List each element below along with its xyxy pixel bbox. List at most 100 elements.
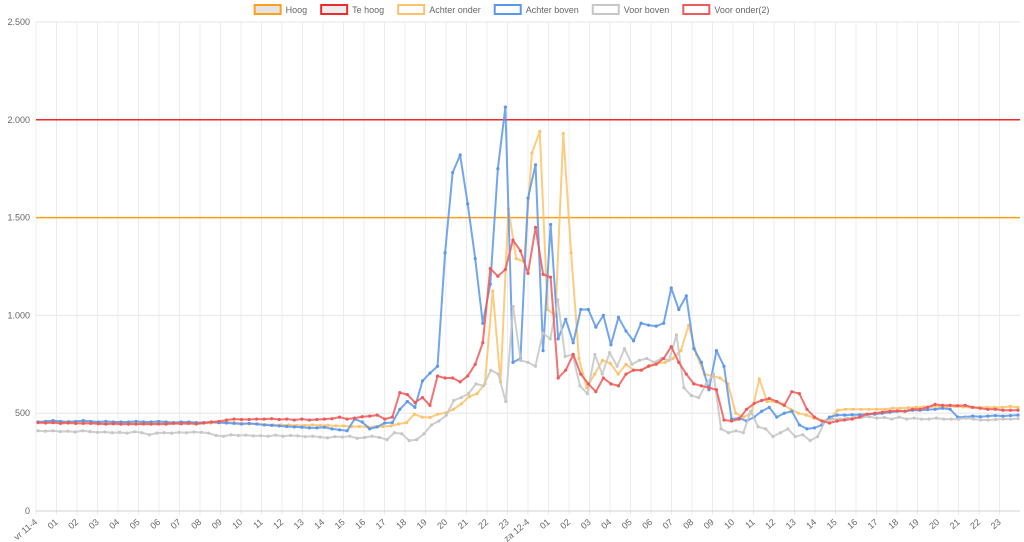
- data-point-voor-boven[interactable]: [103, 430, 107, 434]
- data-point-voor-onder-2[interactable]: [307, 418, 311, 422]
- data-point-voor-onder-2[interactable]: [639, 368, 643, 372]
- data-point-achter-boven[interactable]: [451, 171, 455, 175]
- data-point-achter-onder[interactable]: [718, 376, 722, 380]
- data-point-voor-boven[interactable]: [229, 433, 233, 437]
- data-point-voor-onder-2[interactable]: [503, 267, 507, 272]
- data-point-voor-onder-2[interactable]: [458, 380, 462, 384]
- data-point-achter-boven[interactable]: [986, 414, 990, 418]
- data-point-voor-onder-2[interactable]: [368, 414, 372, 418]
- data-point-voor-boven[interactable]: [207, 431, 211, 435]
- data-point-voor-onder-2[interactable]: [111, 422, 115, 426]
- data-point-voor-boven[interactable]: [370, 434, 374, 438]
- data-point-voor-boven[interactable]: [273, 433, 278, 437]
- data-point-achter-boven[interactable]: [458, 153, 462, 157]
- legend-item-achter-boven[interactable]: Achter boven: [493, 4, 579, 15]
- data-point-achter-boven[interactable]: [428, 371, 432, 375]
- data-point-achter-boven[interactable]: [827, 415, 832, 419]
- data-point-voor-boven[interactable]: [957, 417, 961, 421]
- data-point-voor-onder-2[interactable]: [925, 405, 930, 409]
- data-point-voor-onder-2[interactable]: [609, 382, 613, 386]
- data-point-voor-onder-2[interactable]: [782, 403, 786, 407]
- data-point-achter-boven[interactable]: [616, 315, 621, 319]
- data-point-voor-onder-2[interactable]: [986, 407, 990, 411]
- data-point-voor-onder-2[interactable]: [647, 364, 651, 368]
- data-point-achter-boven[interactable]: [157, 419, 161, 424]
- data-point-achter-onder[interactable]: [616, 372, 620, 376]
- data-point-achter-boven[interactable]: [473, 257, 477, 261]
- data-point-achter-boven[interactable]: [858, 413, 862, 417]
- data-point-voor-boven[interactable]: [184, 431, 189, 435]
- data-point-achter-onder[interactable]: [467, 394, 471, 399]
- data-point-voor-boven[interactable]: [155, 431, 159, 435]
- data-point-achter-onder[interactable]: [538, 129, 542, 134]
- data-point-voor-boven[interactable]: [971, 417, 976, 421]
- data-point-achter-boven[interactable]: [307, 426, 311, 430]
- data-point-voor-onder-2[interactable]: [270, 417, 274, 421]
- data-point-voor-boven[interactable]: [251, 434, 255, 438]
- data-point-voor-boven[interactable]: [422, 432, 426, 436]
- data-point-voor-onder-2[interactable]: [865, 412, 869, 416]
- data-point-voor-boven[interactable]: [66, 429, 70, 433]
- data-point-achter-boven[interactable]: [503, 105, 507, 109]
- data-point-achter-boven[interactable]: [541, 349, 545, 353]
- data-point-voor-onder-2[interactable]: [405, 393, 409, 397]
- data-point-voor-boven[interactable]: [585, 392, 589, 396]
- data-point-voor-onder-2[interactable]: [481, 341, 485, 345]
- data-point-achter-onder[interactable]: [546, 307, 550, 312]
- data-point-achter-boven[interactable]: [775, 415, 779, 419]
- data-point-achter-onder[interactable]: [890, 406, 895, 410]
- data-point-voor-onder-2[interactable]: [760, 398, 764, 403]
- data-point-achter-boven[interactable]: [368, 427, 372, 431]
- data-point-voor-boven[interactable]: [214, 433, 218, 438]
- data-point-achter-onder[interactable]: [867, 407, 871, 411]
- data-point-voor-onder-2[interactable]: [797, 392, 801, 396]
- data-point-voor-boven[interactable]: [867, 415, 872, 419]
- data-point-voor-boven[interactable]: [533, 364, 538, 368]
- data-point-achter-boven[interactable]: [654, 324, 658, 328]
- data-point-voor-boven[interactable]: [786, 427, 790, 431]
- data-point-voor-onder-2[interactable]: [164, 422, 168, 426]
- data-point-achter-onder[interactable]: [475, 392, 479, 396]
- data-point-achter-boven[interactable]: [337, 428, 342, 432]
- data-point-voor-onder-2[interactable]: [805, 407, 809, 411]
- data-point-voor-boven[interactable]: [377, 435, 382, 440]
- data-point-voor-boven[interactable]: [890, 417, 894, 421]
- data-point-voor-boven[interactable]: [622, 347, 627, 351]
- data-point-voor-onder-2[interactable]: [971, 405, 975, 409]
- data-point-voor-boven[interactable]: [311, 434, 315, 438]
- data-point-achter-boven[interactable]: [496, 167, 500, 171]
- data-point-voor-onder-2[interactable]: [564, 368, 568, 372]
- data-point-voor-onder-2[interactable]: [933, 402, 937, 406]
- data-point-achter-boven[interactable]: [782, 411, 786, 415]
- data-point-voor-onder-2[interactable]: [873, 411, 877, 415]
- data-point-voor-boven[interactable]: [905, 417, 909, 421]
- data-point-voor-boven[interactable]: [548, 337, 552, 341]
- data-point-voor-boven[interactable]: [1001, 417, 1005, 421]
- data-point-voor-onder-2[interactable]: [66, 421, 70, 425]
- data-point-achter-onder[interactable]: [898, 406, 903, 410]
- data-point-voor-boven[interactable]: [429, 423, 434, 427]
- data-point-voor-boven[interactable]: [778, 431, 783, 435]
- data-point-voor-onder-2[interactable]: [81, 421, 85, 425]
- data-point-voor-boven[interactable]: [645, 356, 649, 361]
- data-point-voor-boven[interactable]: [496, 372, 500, 376]
- data-point-voor-boven[interactable]: [147, 433, 151, 437]
- data-point-voor-boven[interactable]: [170, 431, 174, 435]
- data-point-achter-boven[interactable]: [692, 347, 696, 351]
- data-point-voor-boven[interactable]: [593, 352, 597, 357]
- data-point-voor-boven[interactable]: [608, 350, 612, 355]
- data-point-achter-onder[interactable]: [318, 423, 322, 427]
- data-point-achter-boven[interactable]: [925, 408, 930, 412]
- data-point-voor-boven[interactable]: [504, 399, 508, 404]
- data-point-voor-onder-2[interactable]: [956, 404, 960, 408]
- data-point-voor-boven[interactable]: [392, 431, 396, 435]
- data-point-voor-boven[interactable]: [637, 358, 641, 362]
- data-point-achter-onder[interactable]: [436, 412, 440, 416]
- data-point-voor-boven[interactable]: [244, 433, 248, 437]
- data-point-voor-onder-2[interactable]: [654, 362, 658, 366]
- data-point-voor-boven[interactable]: [73, 430, 77, 434]
- data-point-voor-onder-2[interactable]: [262, 417, 266, 421]
- data-point-achter-boven[interactable]: [941, 406, 945, 410]
- data-point-voor-boven[interactable]: [36, 429, 40, 433]
- data-point-achter-onder[interactable]: [412, 412, 416, 416]
